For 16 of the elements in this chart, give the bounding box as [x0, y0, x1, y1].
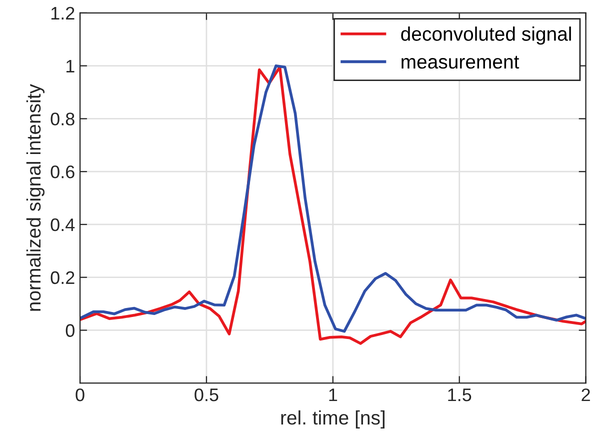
y-axis-title: normalized signal intensity [26, 84, 45, 311]
legend-label: measurement [402, 56, 520, 69]
y-tick-label: 0.4 [50, 218, 75, 232]
x-tick-label: 0 [76, 388, 84, 402]
x-axis-title: rel. time [ns] [281, 410, 384, 428]
legend-label: deconvoluted signal [401, 26, 571, 45]
y-tick-label: 1 [66, 60, 74, 72]
y-tick-label: 0.8 [50, 112, 74, 126]
x-tick-label: 0.5 [194, 388, 218, 402]
x-tick-label: 1 [329, 388, 338, 402]
y-tick-label: 0.2 [50, 271, 74, 284]
y-tick-label: 0.6 [50, 166, 74, 178]
y-tick-label: 1.2 [51, 6, 74, 20]
x-tick-label: 1.5 [448, 388, 472, 402]
y-tick-label: 0 [66, 324, 74, 337]
x-tick-label: 2 [582, 388, 590, 402]
